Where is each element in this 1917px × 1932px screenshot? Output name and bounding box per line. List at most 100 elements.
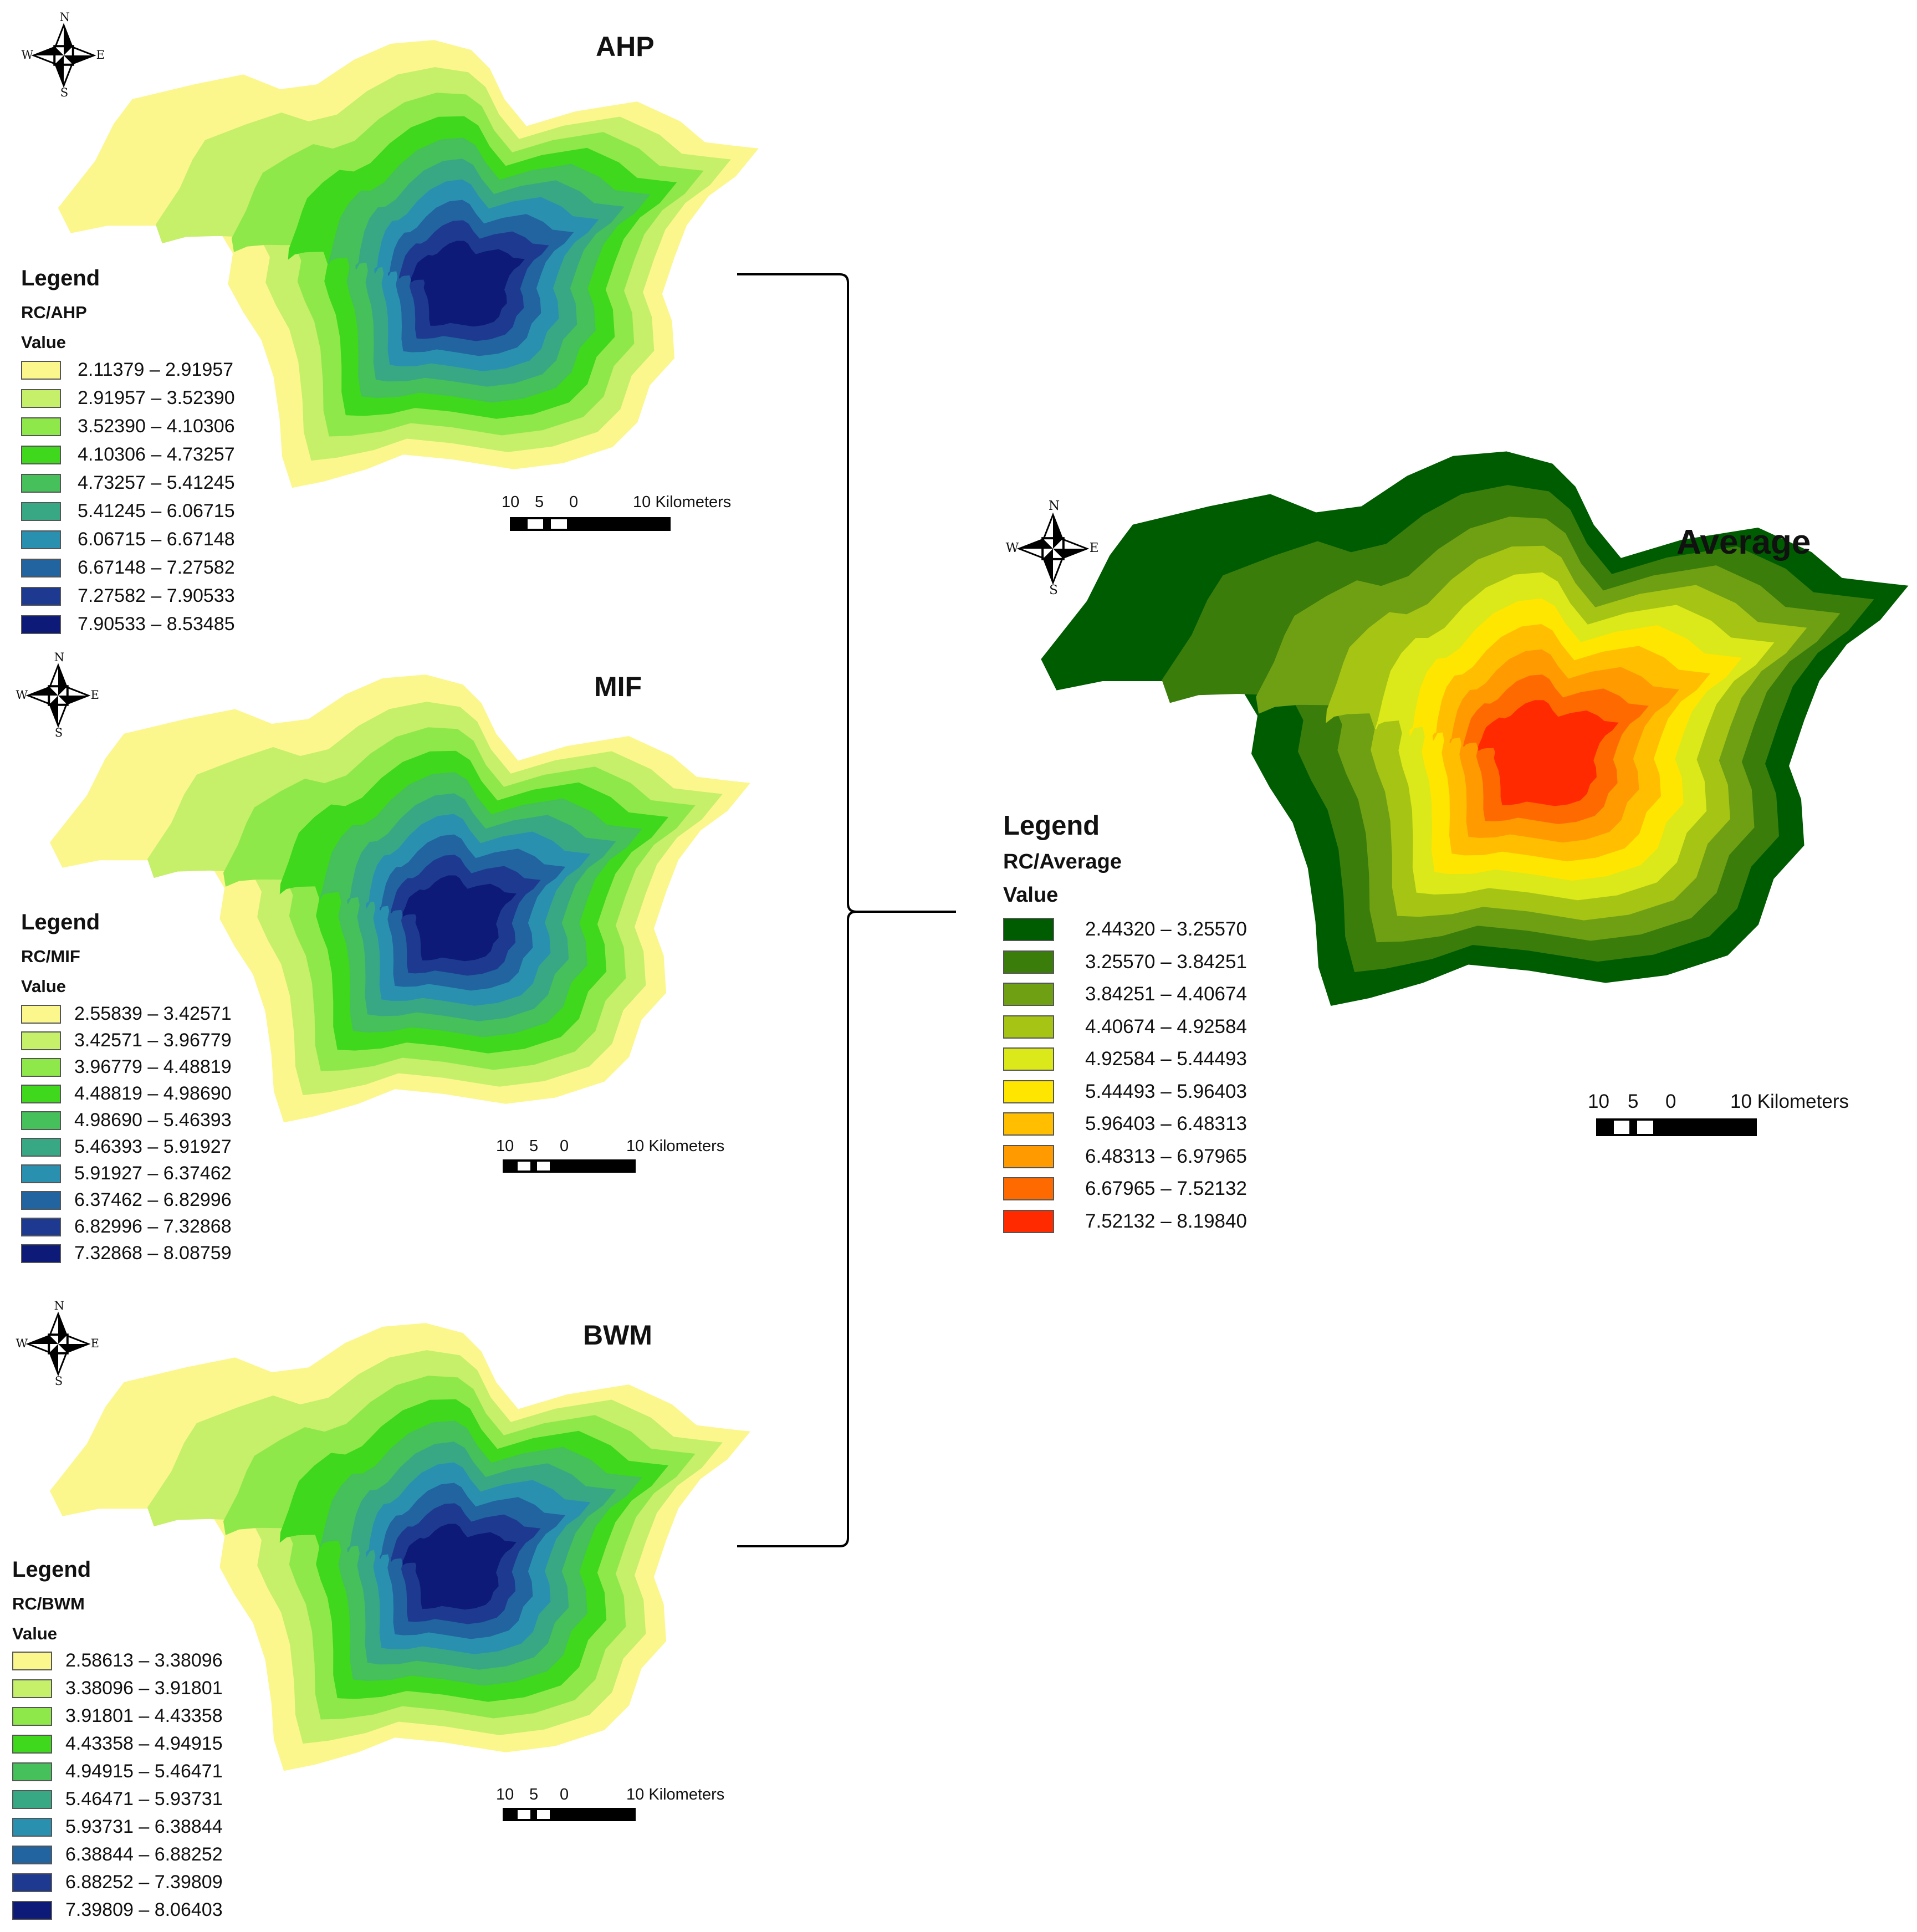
- legend-item: 6.67965 – 7.52132: [1003, 1177, 1247, 1200]
- legend-item: 5.91927 – 6.37462: [21, 1163, 232, 1184]
- scale-label: 10: [496, 1786, 514, 1803]
- scale-label: 10 Kilometers: [633, 493, 732, 511]
- legend-range-label: 3.25570 – 3.84251: [1085, 950, 1247, 973]
- legend-swatch: [1003, 950, 1054, 974]
- scale-label: 0: [560, 1786, 569, 1803]
- legend-item: 7.39809 – 8.06403: [12, 1899, 223, 1921]
- legend-range-label: 3.52390 – 4.10306: [78, 416, 235, 437]
- map-zone-class-10: [402, 1524, 517, 1610]
- scale-label: 0: [560, 1137, 569, 1155]
- compass-label-w: W: [16, 688, 28, 702]
- map-zone-class-10: [1478, 700, 1619, 806]
- legend-item: 6.38844 – 6.88252: [12, 1844, 223, 1865]
- map-zone-class-10: [402, 875, 517, 962]
- legend-item: 3.42571 – 3.96779: [21, 1030, 232, 1051]
- legend-value-label: Value: [21, 977, 66, 996]
- map-mif[interactable]: [0, 643, 776, 1153]
- legend-value-label: Value: [21, 333, 66, 352]
- legend-item: 3.84251 – 4.40674: [1003, 983, 1247, 1006]
- legend-title: Legend: [1003, 811, 1100, 841]
- legend-range-label: 5.93731 – 6.38844: [65, 1816, 223, 1837]
- compass-label-s: S: [1049, 583, 1058, 598]
- legend-item: 3.38096 – 3.91801: [12, 1678, 223, 1699]
- legend-item: 3.52390 – 4.10306: [21, 416, 235, 437]
- legend-field: RC/AHP: [21, 303, 87, 322]
- compass-label-n: N: [54, 1299, 65, 1313]
- compass-label-e: E: [1089, 541, 1099, 556]
- map-ahp[interactable]: [0, 0, 776, 510]
- scale-bar-mif: 10 5 0 10 Kilometers: [496, 1137, 745, 1182]
- legend-title: Legend: [12, 1557, 91, 1582]
- scale-label: 10 Kilometers: [626, 1786, 725, 1803]
- map-panel-average: N S E W Average Legend RC/Average Value 2.4…: [986, 451, 1917, 1264]
- legend-range-label: 5.44493 – 5.96403: [1085, 1080, 1247, 1102]
- map-bwm[interactable]: [0, 1291, 776, 1801]
- compass-label-s: S: [54, 726, 63, 740]
- legend-item: 6.37462 – 6.82996: [21, 1189, 232, 1211]
- legend-item: 3.91801 – 4.43358: [12, 1705, 223, 1727]
- legend-ahp: Legend RC/AHP Value 2.11379 – 2.91957 2.9…: [21, 266, 287, 637]
- legend-range-label: 6.67148 – 7.27582: [78, 557, 235, 578]
- legend-item: 5.44493 – 5.96403: [1003, 1080, 1247, 1103]
- legend-range-label: 5.46393 – 5.91927: [74, 1136, 232, 1157]
- scale-bar-average: 10 5 0 10 Kilometers: [1588, 1091, 1849, 1146]
- legend-item: 4.98690 – 5.46393: [21, 1110, 232, 1131]
- compass-label-e: E: [90, 1337, 99, 1351]
- legend-range-label: 6.48313 – 6.97965: [1085, 1145, 1247, 1167]
- scale-label: 0: [569, 493, 579, 511]
- map-title: MIF: [594, 671, 642, 702]
- compass-label-n: N: [59, 11, 70, 24]
- legend-item: 2.58613 – 3.38096: [12, 1650, 223, 1672]
- north-arrow-icon: N S E W: [11, 1299, 105, 1388]
- legend-swatch: [21, 1111, 61, 1130]
- scale-bar-bwm: 10 5 0 10 Kilometers: [496, 1786, 745, 1830]
- map-title: BWM: [583, 1320, 652, 1351]
- legend-range-label: 2.11379 – 2.91957: [78, 359, 234, 380]
- map-panel-mif: N S E W MIF Legend RC/MIF Value 2.55839 – 3…: [0, 643, 776, 1280]
- legend-item: 4.73257 – 5.41245: [21, 472, 235, 494]
- legend-range-label: 5.41245 – 6.06715: [78, 500, 235, 522]
- legend-swatch: [12, 1873, 52, 1892]
- legend-swatch: [21, 615, 61, 634]
- legend-swatch: [21, 360, 61, 380]
- legend-range-label: 4.94915 – 5.46471: [65, 1761, 223, 1782]
- legend-item: 5.46393 – 5.91927: [21, 1136, 232, 1158]
- legend-swatch: [21, 1084, 61, 1103]
- legend-range-label: 7.90533 – 8.53485: [78, 614, 235, 635]
- legend-range-label: 6.06715 – 6.67148: [78, 529, 235, 550]
- legend-swatch: [21, 417, 61, 436]
- legend-range-label: 2.44320 – 3.25570: [1085, 918, 1247, 940]
- legend-swatch: [21, 1217, 61, 1236]
- legend-range-label: 4.40674 – 4.92584: [1085, 1015, 1247, 1037]
- legend-item: 6.82996 – 7.32868: [21, 1216, 232, 1238]
- legend-average: Legend RC/Average Value 2.44320 – 3.2557…: [1003, 810, 1313, 1233]
- legend-swatch: [1003, 1209, 1054, 1233]
- legend-range-label: 4.43358 – 4.94915: [65, 1733, 223, 1754]
- legend-swatch: [21, 473, 61, 493]
- legend-range-label: 7.27582 – 7.90533: [78, 585, 235, 606]
- legend-item: 5.46471 – 5.93731: [12, 1788, 223, 1810]
- map-average[interactable]: [986, 451, 1917, 1153]
- legend-swatch: [21, 1244, 61, 1263]
- legend-range-label: 5.46471 – 5.93731: [65, 1788, 223, 1810]
- north-arrow-icon: N S E W: [17, 11, 111, 100]
- legend-swatch: [1003, 918, 1054, 941]
- legend-item: 4.10306 – 4.73257: [21, 444, 235, 466]
- compass-label-s: S: [60, 86, 69, 100]
- legend-range-label: 3.84251 – 4.40674: [1085, 983, 1247, 1005]
- legend-item: 2.44320 – 3.25570: [1003, 918, 1247, 941]
- legend-item: 6.48313 – 6.97965: [1003, 1144, 1247, 1168]
- legend-range-label: 4.73257 – 5.41245: [78, 472, 235, 493]
- legend-range-label: 2.91957 – 3.52390: [78, 387, 235, 408]
- legend-field: RC/MIF: [21, 947, 80, 966]
- legend-item: 6.06715 – 6.67148: [21, 529, 235, 550]
- legend-field: RC/BWM: [12, 1594, 85, 1613]
- scale-label: 10: [502, 493, 520, 511]
- legend-item: 4.94915 – 5.46471: [12, 1761, 223, 1782]
- legend-item: 4.48819 – 4.98690: [21, 1083, 232, 1105]
- legend-item: 6.67148 – 7.27582: [21, 557, 235, 579]
- legend-range-label: 7.39809 – 8.06403: [65, 1899, 223, 1920]
- legend-range-label: 3.91801 – 4.43358: [65, 1705, 223, 1726]
- legend-swatch: [1003, 1144, 1054, 1168]
- legend-swatch: [21, 558, 61, 577]
